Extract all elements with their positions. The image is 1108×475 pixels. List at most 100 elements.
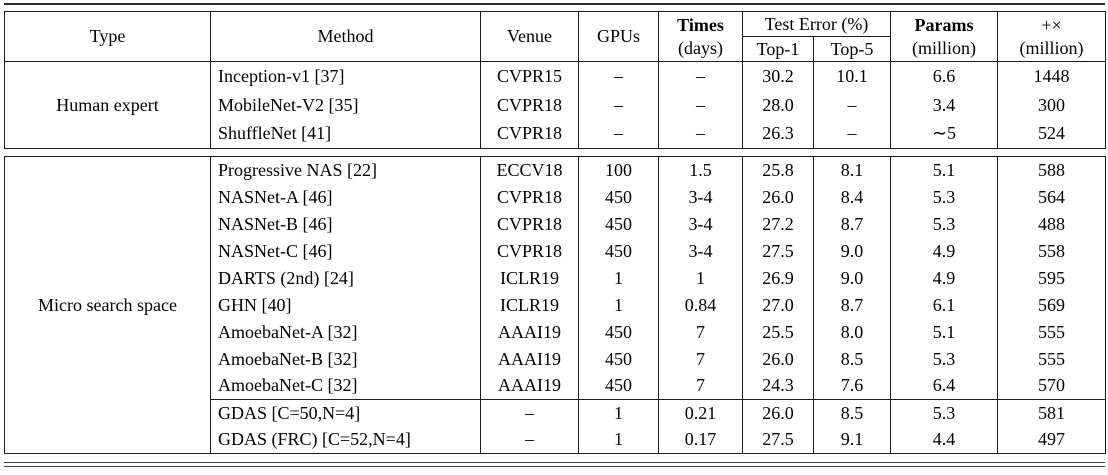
cell-times: 0.17 (658, 426, 743, 454)
cell-times: 0.84 (658, 291, 743, 319)
table-row: Micro search space Progressive NAS [22] … (4, 156, 1106, 454)
col-header-times-line1: Times (677, 15, 724, 35)
cell-venue: CVPR18 (480, 237, 579, 265)
cell-flops: 558 (997, 237, 1106, 265)
cell-method: DARTS (2nd) [24] (210, 264, 481, 292)
col-header-test-error: Test Error (%) (741, 11, 892, 37)
cell-times: – (658, 61, 743, 91)
cell-venue: CVPR18 (480, 119, 579, 149)
cell-flops: 581 (997, 399, 1106, 427)
cell-gpus: 450 (578, 210, 659, 238)
cell-times: 7 (658, 345, 743, 373)
cell-gpus: 1 (578, 264, 659, 292)
cell-top5: 8.5 (813, 345, 891, 373)
col-header-flops-line1: +× (1041, 15, 1062, 35)
cell-params: 4.9 (890, 237, 998, 265)
cell-gpus: – (578, 61, 659, 91)
cell-venue: CVPR18 (480, 183, 579, 211)
cell-gpus: – (578, 90, 659, 120)
col-header-params-line1: Params (914, 15, 974, 35)
cell-times: 7 (658, 318, 743, 346)
cell-flops: 555 (997, 345, 1106, 373)
cell-flops: 524 (997, 119, 1107, 149)
cell-venue: AAAI19 (480, 345, 579, 373)
cell-gpus: 1 (578, 399, 659, 427)
table-row: AmoebaNet-A [32] AAAI19 450 7 25.5 8.0 5… (5, 318, 1106, 346)
cell-top1: 25.8 (742, 156, 814, 184)
cell-gpus: 450 (578, 345, 659, 373)
cell-venue: ECCV18 (480, 156, 579, 184)
cell-times: – (658, 90, 743, 120)
col-header-flops-line2: (million) (1019, 37, 1084, 58)
cell-top1: 26.0 (742, 399, 814, 427)
cell-top1: 27.0 (742, 291, 814, 319)
cell-top1: 26.3 (742, 119, 814, 149)
cell-times: 3-4 (658, 210, 743, 238)
col-header-flops: +× (million) (997, 11, 1107, 62)
cell-flops: 1448 (997, 61, 1107, 91)
top-double-rule (4, 3, 1105, 5)
cell-top5: 9.0 (813, 237, 891, 265)
bottom-double-rule (4, 462, 1105, 467)
cell-method: NASNet-C [46] (210, 237, 481, 265)
cell-venue: ICLR19 (480, 264, 579, 292)
cell-params: 5.3 (890, 399, 998, 427)
cell-params: 5.3 (890, 210, 998, 238)
header-row-2: Top-1 Top-5 (5, 36, 1106, 62)
table-row: DARTS (2nd) [24] ICLR19 1 1 26.9 9.0 4.9… (5, 264, 1106, 292)
header-row-1: Type Method Venue GPUs Times (days) Test… (4, 11, 1107, 62)
cell-venue: CVPR18 (480, 90, 579, 120)
cell-times: 7 (658, 372, 743, 400)
table-row: NASNet-A [46] CVPR18 450 3-4 26.0 8.4 5.… (5, 183, 1106, 211)
cell-gpus: 1 (578, 291, 659, 319)
cell-method: GDAS [C=50,N=4] (210, 399, 481, 427)
table-row: NASNet-B [46] CVPR18 450 3-4 27.2 8.7 5.… (5, 210, 1106, 238)
cell-top5: 9.0 (813, 264, 891, 292)
cell-venue: – (480, 399, 579, 427)
cell-top5: 8.5 (813, 399, 891, 427)
cell-flops: 588 (997, 156, 1106, 184)
cell-gpus: 1 (578, 426, 659, 454)
cell-top5: – (812, 90, 892, 120)
table-row: AmoebaNet-B [32] AAAI19 450 7 26.0 8.5 5… (5, 345, 1106, 373)
cell-venue: CVPR18 (480, 210, 579, 238)
cell-top1: 26.0 (742, 345, 814, 373)
table-row: AmoebaNet-C [32] AAAI19 450 7 24.3 7.6 6… (5, 372, 1106, 400)
cell-flops: 488 (997, 210, 1106, 238)
cell-params: 4.4 (890, 426, 998, 454)
cell-flops: 555 (997, 318, 1106, 346)
table-row: GHN [40] ICLR19 1 0.84 27.0 8.7 6.1 569 (5, 291, 1106, 319)
cell-venue: CVPR15 (480, 61, 579, 91)
col-header-top1: Top-1 (742, 36, 814, 62)
col-header-params: Params (million) (890, 11, 999, 62)
cell-top5: – (812, 119, 892, 149)
cell-method: MobileNet-V2 [35] (210, 90, 481, 120)
cell-method: AmoebaNet-A [32] (210, 318, 481, 346)
cell-gpus: 450 (578, 237, 659, 265)
cell-times: 3-4 (658, 183, 743, 211)
cell-top1: 28.0 (742, 90, 814, 120)
cell-top5: 8.7 (813, 210, 891, 238)
cell-top1: 26.0 (742, 183, 814, 211)
cell-top1: 27.5 (742, 237, 814, 265)
col-header-top5: Top-5 (812, 36, 892, 62)
cell-params: 5.3 (890, 345, 998, 373)
cell-gpus: 100 (578, 156, 659, 184)
cell-gpus: – (578, 119, 659, 149)
cell-method: AmoebaNet-B [32] (210, 345, 481, 373)
cell-params: 3.4 (890, 90, 999, 120)
group-separator-gap (4, 149, 1105, 156)
cell-top1: 30.2 (742, 61, 814, 91)
cell-flops: 569 (997, 291, 1106, 319)
cell-method: GHN [40] (210, 291, 481, 319)
results-table-header-and-human-expert: Type Method Venue GPUs Times (days) Test… (4, 11, 1107, 149)
cell-venue: AAAI19 (480, 372, 579, 400)
cell-times: – (658, 119, 743, 149)
cell-params: 4.9 (890, 264, 998, 292)
cell-top5: 8.0 (813, 318, 891, 346)
cell-method: Inception-v1 [37] (210, 61, 481, 91)
table-row: Human expert Inception-v1 [37] CVPR15 – … (4, 61, 1107, 149)
col-header-gpus: GPUs (578, 11, 659, 62)
cell-params: ∼5 (890, 119, 999, 149)
cell-top5: 10.1 (812, 61, 892, 91)
